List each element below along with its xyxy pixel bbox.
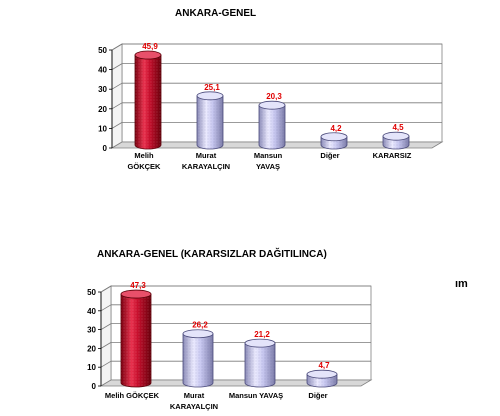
chart2-bar-texture [183,333,213,387]
chart1-category-label: Diğer [320,151,339,160]
chart1-gridline-side [111,63,123,70]
chart1-category-label: Melih [134,151,154,160]
chart2-category-label: Melih GÖKÇEK [105,391,160,400]
chart1-title: ANKARA-GENEL [175,8,257,19]
chart2-data-label: 21,2 [254,330,270,339]
chart2-data-label: 47,3 [130,281,146,290]
chart2-ytick-label: 10 [87,363,96,372]
chart2-plot-floor [99,379,373,387]
chart2-gridline-side [100,360,112,368]
chart1-category-label: YAVAŞ [256,162,280,171]
chart2-bar-top [182,329,214,339]
chart2-bar-top [120,289,152,299]
stray-text: ım [455,278,468,290]
chart1-data-label: 20,3 [266,92,282,101]
chart1-data-label: 25,1 [204,83,220,92]
chart1-bar-top [258,100,286,110]
chart1-bar-texture [259,105,285,149]
chart2-bar-texture [245,343,275,387]
chart2-bar-top [244,338,276,348]
chart2-title: ANKARA-GENEL (KARARSIZLAR DAĞITILINCA) [97,249,327,260]
chart2-plot-side [100,285,112,387]
chart1-category-label: Mansun [254,151,283,160]
chart1-plot-side [111,43,123,149]
chart2-data-label: 4,7 [318,361,330,370]
chart1-data-label: 4,5 [392,123,404,132]
chart1-ytick-label: 20 [98,105,107,114]
chart2-gridline-side [100,304,112,312]
chart2-bar-texture [121,294,151,387]
chart2-gridline-side [100,342,112,349]
chart1-ytick-label: 10 [98,124,107,133]
chart1-data-label: 4,2 [330,124,342,133]
chart1-gridline-side [111,43,123,51]
chart2-category-label: Mansun YAVAŞ [229,391,283,400]
chart1-ytick-label: 50 [98,46,107,55]
chart1-bar-top [320,132,348,142]
chart1-bar-top [134,50,162,60]
chart1-data-label: 45,9 [142,42,158,51]
chart2-ytick-label: 40 [87,307,96,316]
chart2-category-label: Diğer [308,391,327,400]
chart1-gridline-side [111,82,123,90]
chart1-bar-texture [197,95,223,149]
chart1-bar-texture [135,55,161,150]
chart2-gridline-side [100,285,112,293]
chart1-category-label: Murat [196,151,217,160]
chart1-gridline-side [111,102,123,110]
chart2-ytick-label: 30 [87,326,96,335]
chart1-ytick-label: 0 [103,144,108,153]
chart2-bar-top [306,369,338,379]
chart1-bar-top [382,131,410,141]
chart2-ytick-label: 50 [87,288,96,297]
chart2-ytick-label: 20 [87,344,96,353]
chart2-category-label: KARAYALÇIN [170,402,218,411]
chart1-ytick-label: 40 [98,66,107,75]
chart1-bar-top [196,91,224,101]
chart1-ytick-label: 30 [98,85,107,94]
chart2-gridline-side [100,323,112,330]
chart1-category-label: KARARSIZ [373,151,412,160]
chart1-category-label: GÖKÇEK [128,162,162,171]
chart1-category-label: KARAYALÇIN [182,162,230,171]
chart1-gridline-side [111,122,123,129]
chart2-data-label: 26,2 [192,321,208,330]
chart2-ytick-label: 0 [92,382,97,391]
chart2-category-label: Murat [184,391,205,400]
